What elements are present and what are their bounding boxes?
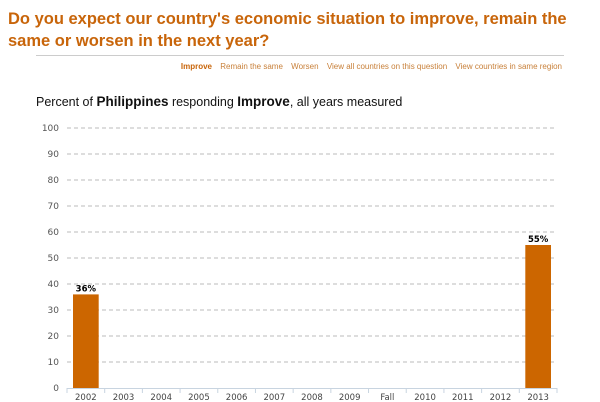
x-tick-label: 2013 xyxy=(527,393,549,402)
y-tick-label: 80 xyxy=(48,176,60,186)
subtitle-response: Improve xyxy=(237,94,290,109)
y-tick-label: 50 xyxy=(48,254,60,264)
x-tick-label: 2008 xyxy=(301,393,323,402)
nav-worsen[interactable]: Worsen xyxy=(291,62,319,71)
subtitle-mid: responding xyxy=(168,95,238,109)
question-title: Do you expect our country's economic sit… xyxy=(8,10,567,50)
y-tick-label: 90 xyxy=(48,150,60,160)
x-tick-label: 2003 xyxy=(113,393,135,402)
divider xyxy=(36,55,564,56)
subtitle-suffix: , all years measured xyxy=(289,95,403,109)
x-tick-label: 2011 xyxy=(452,393,474,402)
y-tick-label: 10 xyxy=(48,358,60,368)
x-tick-label: 2002 xyxy=(75,393,97,402)
nav-remain-the-same[interactable]: Remain the same xyxy=(220,62,283,71)
y-tick-label: 40 xyxy=(48,280,60,290)
response-nav: Improve Remain the same Worsen View all … xyxy=(175,62,562,71)
y-tick-label: 0 xyxy=(53,384,59,394)
bar xyxy=(73,294,99,388)
chart-subtitle: Percent of Philippines responding Improv… xyxy=(36,94,402,109)
bar xyxy=(525,245,551,388)
nav-view-all-countries[interactable]: View all countries on this question xyxy=(326,62,448,71)
subtitle-prefix: Percent of xyxy=(36,95,97,109)
data-label: 36% xyxy=(76,284,97,294)
x-tick-label: 2012 xyxy=(490,393,512,402)
y-tick-label: 20 xyxy=(48,332,60,342)
x-tick-label: 2004 xyxy=(150,393,172,402)
subtitle-country: Philippines xyxy=(96,94,169,109)
nav-view-region[interactable]: View countries in same region xyxy=(455,62,562,71)
x-tick-label: 2010 xyxy=(414,393,436,402)
y-tick-label: 70 xyxy=(48,202,60,212)
x-tick-label: 2005 xyxy=(188,393,210,402)
x-tick-label: 2006 xyxy=(226,393,248,402)
nav-improve[interactable]: Improve xyxy=(180,62,212,71)
data-label: 55% xyxy=(528,235,549,245)
y-tick-label: 60 xyxy=(48,228,60,238)
x-tick-label: 2009 xyxy=(339,393,361,402)
y-tick-label: 30 xyxy=(48,306,60,316)
x-tick-label: 2007 xyxy=(263,393,285,402)
x-tick-label: Fall xyxy=(380,393,394,402)
y-tick-label: 100 xyxy=(42,124,59,134)
